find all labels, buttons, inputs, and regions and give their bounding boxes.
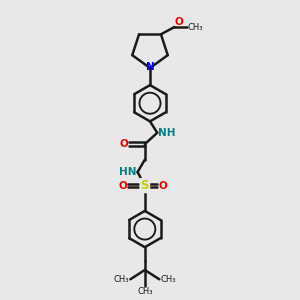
Text: O: O: [158, 181, 167, 190]
Text: CH₃: CH₃: [137, 287, 153, 296]
Text: HN: HN: [119, 167, 136, 177]
Text: CH₃: CH₃: [114, 275, 129, 284]
Text: S: S: [141, 179, 149, 192]
Text: N: N: [146, 62, 154, 72]
Text: O: O: [119, 139, 128, 149]
Text: CH₃: CH₃: [160, 275, 176, 284]
Text: O: O: [175, 16, 184, 26]
Text: O: O: [118, 181, 127, 190]
Text: NH: NH: [158, 128, 176, 138]
Text: CH₃: CH₃: [188, 22, 203, 32]
